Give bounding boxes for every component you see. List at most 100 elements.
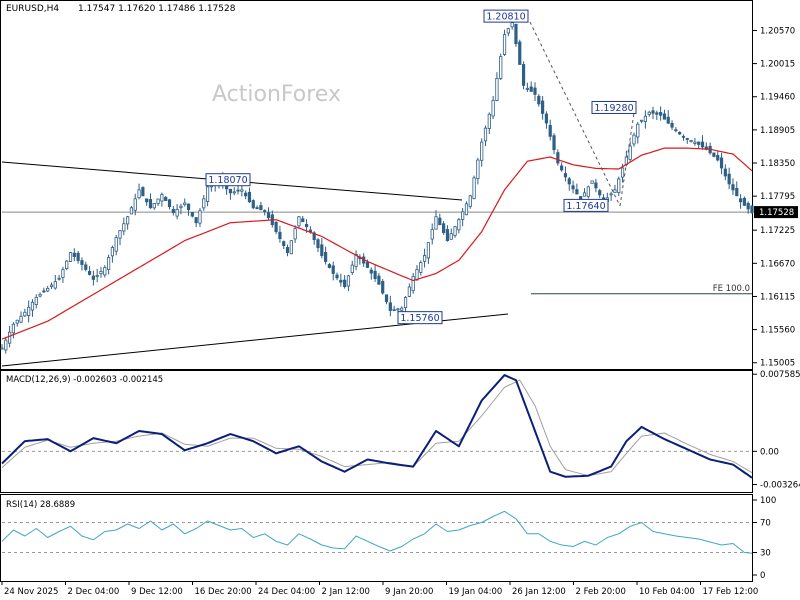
candle-body: [567, 178, 571, 185]
candle-body: [689, 140, 693, 142]
candle-body: [205, 186, 210, 202]
candle-body: [464, 203, 469, 216]
candle-body: [719, 157, 724, 169]
candle-body: [571, 185, 575, 190]
projection-dashed-line: [619, 112, 635, 207]
x-axis-label: 17 Feb 12:00: [703, 587, 759, 597]
x-axis-label: 19 Jan 04:00: [449, 587, 503, 597]
candle-body: [491, 99, 495, 117]
candle-body: [285, 246, 290, 253]
candle-body: [141, 187, 145, 197]
price-annotation-label: 1.20810: [486, 12, 525, 23]
candle-body: [68, 252, 73, 262]
candle-body: [84, 264, 88, 270]
candle-body: [384, 294, 389, 303]
candle-body: [346, 275, 351, 287]
candle-body: [506, 28, 510, 34]
candle-body: [655, 112, 659, 115]
x-axis-label: 24 Nov 2025: [4, 587, 58, 597]
macd-panel-frame: [0, 370, 753, 493]
candle-body: [99, 271, 103, 275]
candle-body: [365, 261, 370, 268]
x-axis-label: 16 Dec 20:00: [195, 587, 252, 597]
candle-body: [510, 22, 514, 28]
candle-body: [476, 159, 480, 179]
candle-body: [133, 198, 137, 211]
price-annotation-box: [205, 173, 251, 187]
candle-body: [266, 212, 271, 219]
candle-body: [525, 87, 529, 90]
candle-body: [369, 269, 373, 274]
rsi-panel-frame: [0, 494, 753, 582]
candle-body: [304, 223, 309, 228]
macd-axis-label: -0.003264: [760, 481, 800, 491]
price-axis-label: 1.19460: [760, 93, 795, 103]
symbol-label: EURUSD,H4: [6, 4, 60, 14]
x-axis-label: 9 Dec 12:00: [131, 587, 183, 597]
candle-body: [289, 240, 293, 255]
candle-body: [274, 221, 278, 233]
candle-body: [495, 78, 499, 101]
price-axis-label: 1.18350: [760, 159, 795, 169]
rsi-axis-label: 0: [760, 571, 765, 581]
candle-body: [674, 129, 678, 132]
candle-body: [594, 182, 598, 189]
candle-body: [552, 135, 556, 151]
candle-body: [259, 205, 263, 211]
rsi-axis-label: 100: [760, 496, 776, 506]
candle-body: [38, 293, 42, 297]
candle-body: [339, 279, 343, 283]
candle-body: [122, 223, 126, 232]
candle-body: [575, 189, 579, 195]
x-axis-label: 26 Jan 12:00: [512, 587, 566, 597]
candle-body: [301, 218, 305, 223]
candle-body: [442, 223, 446, 234]
candle-body: [297, 216, 301, 227]
candle-body: [23, 311, 27, 317]
candle-body: [343, 279, 347, 288]
candle-body: [628, 145, 632, 160]
x-axis-label: 2 Dec 04:00: [68, 587, 120, 597]
candle-body: [110, 247, 115, 257]
candle-body: [57, 277, 61, 280]
candle-body: [659, 112, 663, 116]
candle-body: [723, 168, 727, 177]
candle-body: [282, 241, 286, 247]
candle-body: [49, 284, 54, 287]
candle-body: [609, 193, 613, 196]
candle-body: [407, 286, 411, 297]
projection-dashed-line: [529, 21, 621, 207]
candle-body: [0, 347, 4, 350]
moving-average-line: [1, 147, 753, 340]
candle-body: [590, 180, 594, 184]
candle-body: [164, 196, 168, 202]
candle-body: [198, 210, 202, 224]
candle-body: [15, 319, 19, 324]
price-annotation-label: 1.15760: [400, 313, 439, 324]
candle-body: [712, 152, 716, 157]
price-annotation-box: [397, 311, 443, 325]
candle-body: [53, 281, 57, 289]
ohlc-label: 1.17547 1.17620 1.17486 1.17528: [78, 4, 236, 14]
price-annotation-label: 1.17640: [566, 201, 605, 212]
price-axis-label: 1.17795: [760, 192, 795, 202]
candle-body: [80, 260, 84, 265]
candle-body: [11, 323, 16, 334]
macd-axis-label: 0.00: [760, 447, 779, 457]
candle-body: [502, 34, 507, 55]
macd-title: MACD(12,26,9) -0.002603 -0.002145: [6, 375, 163, 385]
candle-body: [91, 275, 95, 280]
candle-body: [156, 198, 160, 204]
rsi-axis-label: 30: [760, 549, 771, 559]
candle-body: [700, 141, 705, 148]
candle-body: [499, 56, 503, 79]
candle-body: [30, 301, 35, 311]
candle-body: [579, 196, 583, 200]
candle-body: [487, 113, 491, 129]
candle-body: [42, 290, 46, 293]
candle-body: [76, 252, 80, 261]
candle-body: [586, 186, 590, 197]
candle-body: [697, 141, 701, 145]
candle-body: [731, 184, 735, 191]
candle-body: [324, 251, 328, 262]
